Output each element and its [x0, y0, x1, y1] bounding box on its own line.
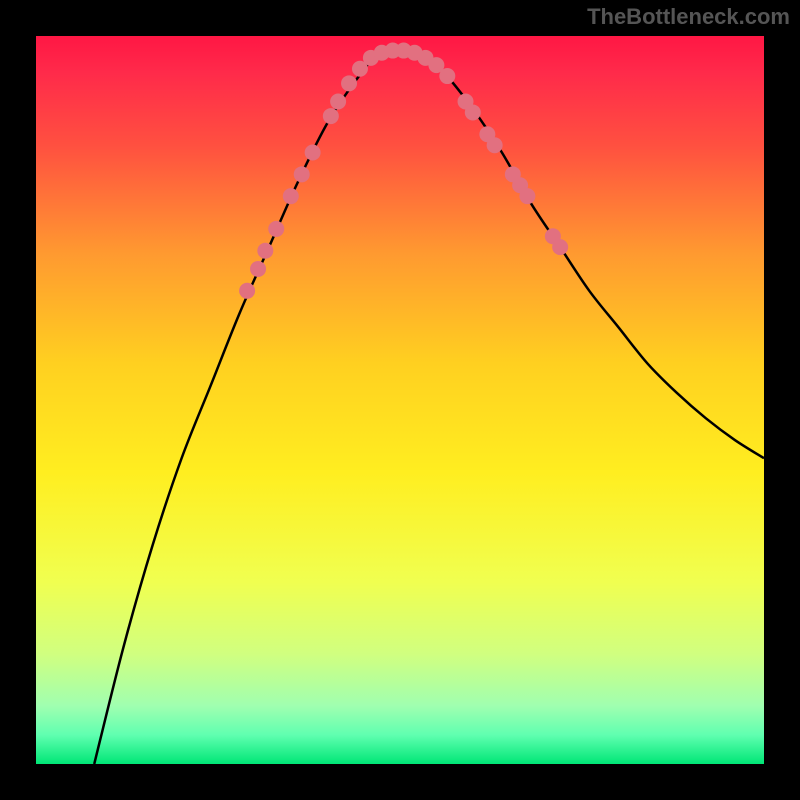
data-marker [294, 166, 310, 182]
data-marker [487, 137, 503, 153]
data-marker [250, 261, 266, 277]
data-marker [257, 243, 273, 259]
bottleneck-chart [0, 0, 800, 800]
data-marker [552, 239, 568, 255]
data-marker [305, 144, 321, 160]
data-marker [439, 68, 455, 84]
chart-container: TheBottleneck.com [0, 0, 800, 800]
watermark-text: TheBottleneck.com [587, 4, 790, 30]
data-marker [341, 75, 357, 91]
data-marker [239, 283, 255, 299]
data-marker [268, 221, 284, 237]
data-marker [330, 94, 346, 110]
data-marker [323, 108, 339, 124]
data-marker [519, 188, 535, 204]
data-marker [465, 104, 481, 120]
data-marker [283, 188, 299, 204]
